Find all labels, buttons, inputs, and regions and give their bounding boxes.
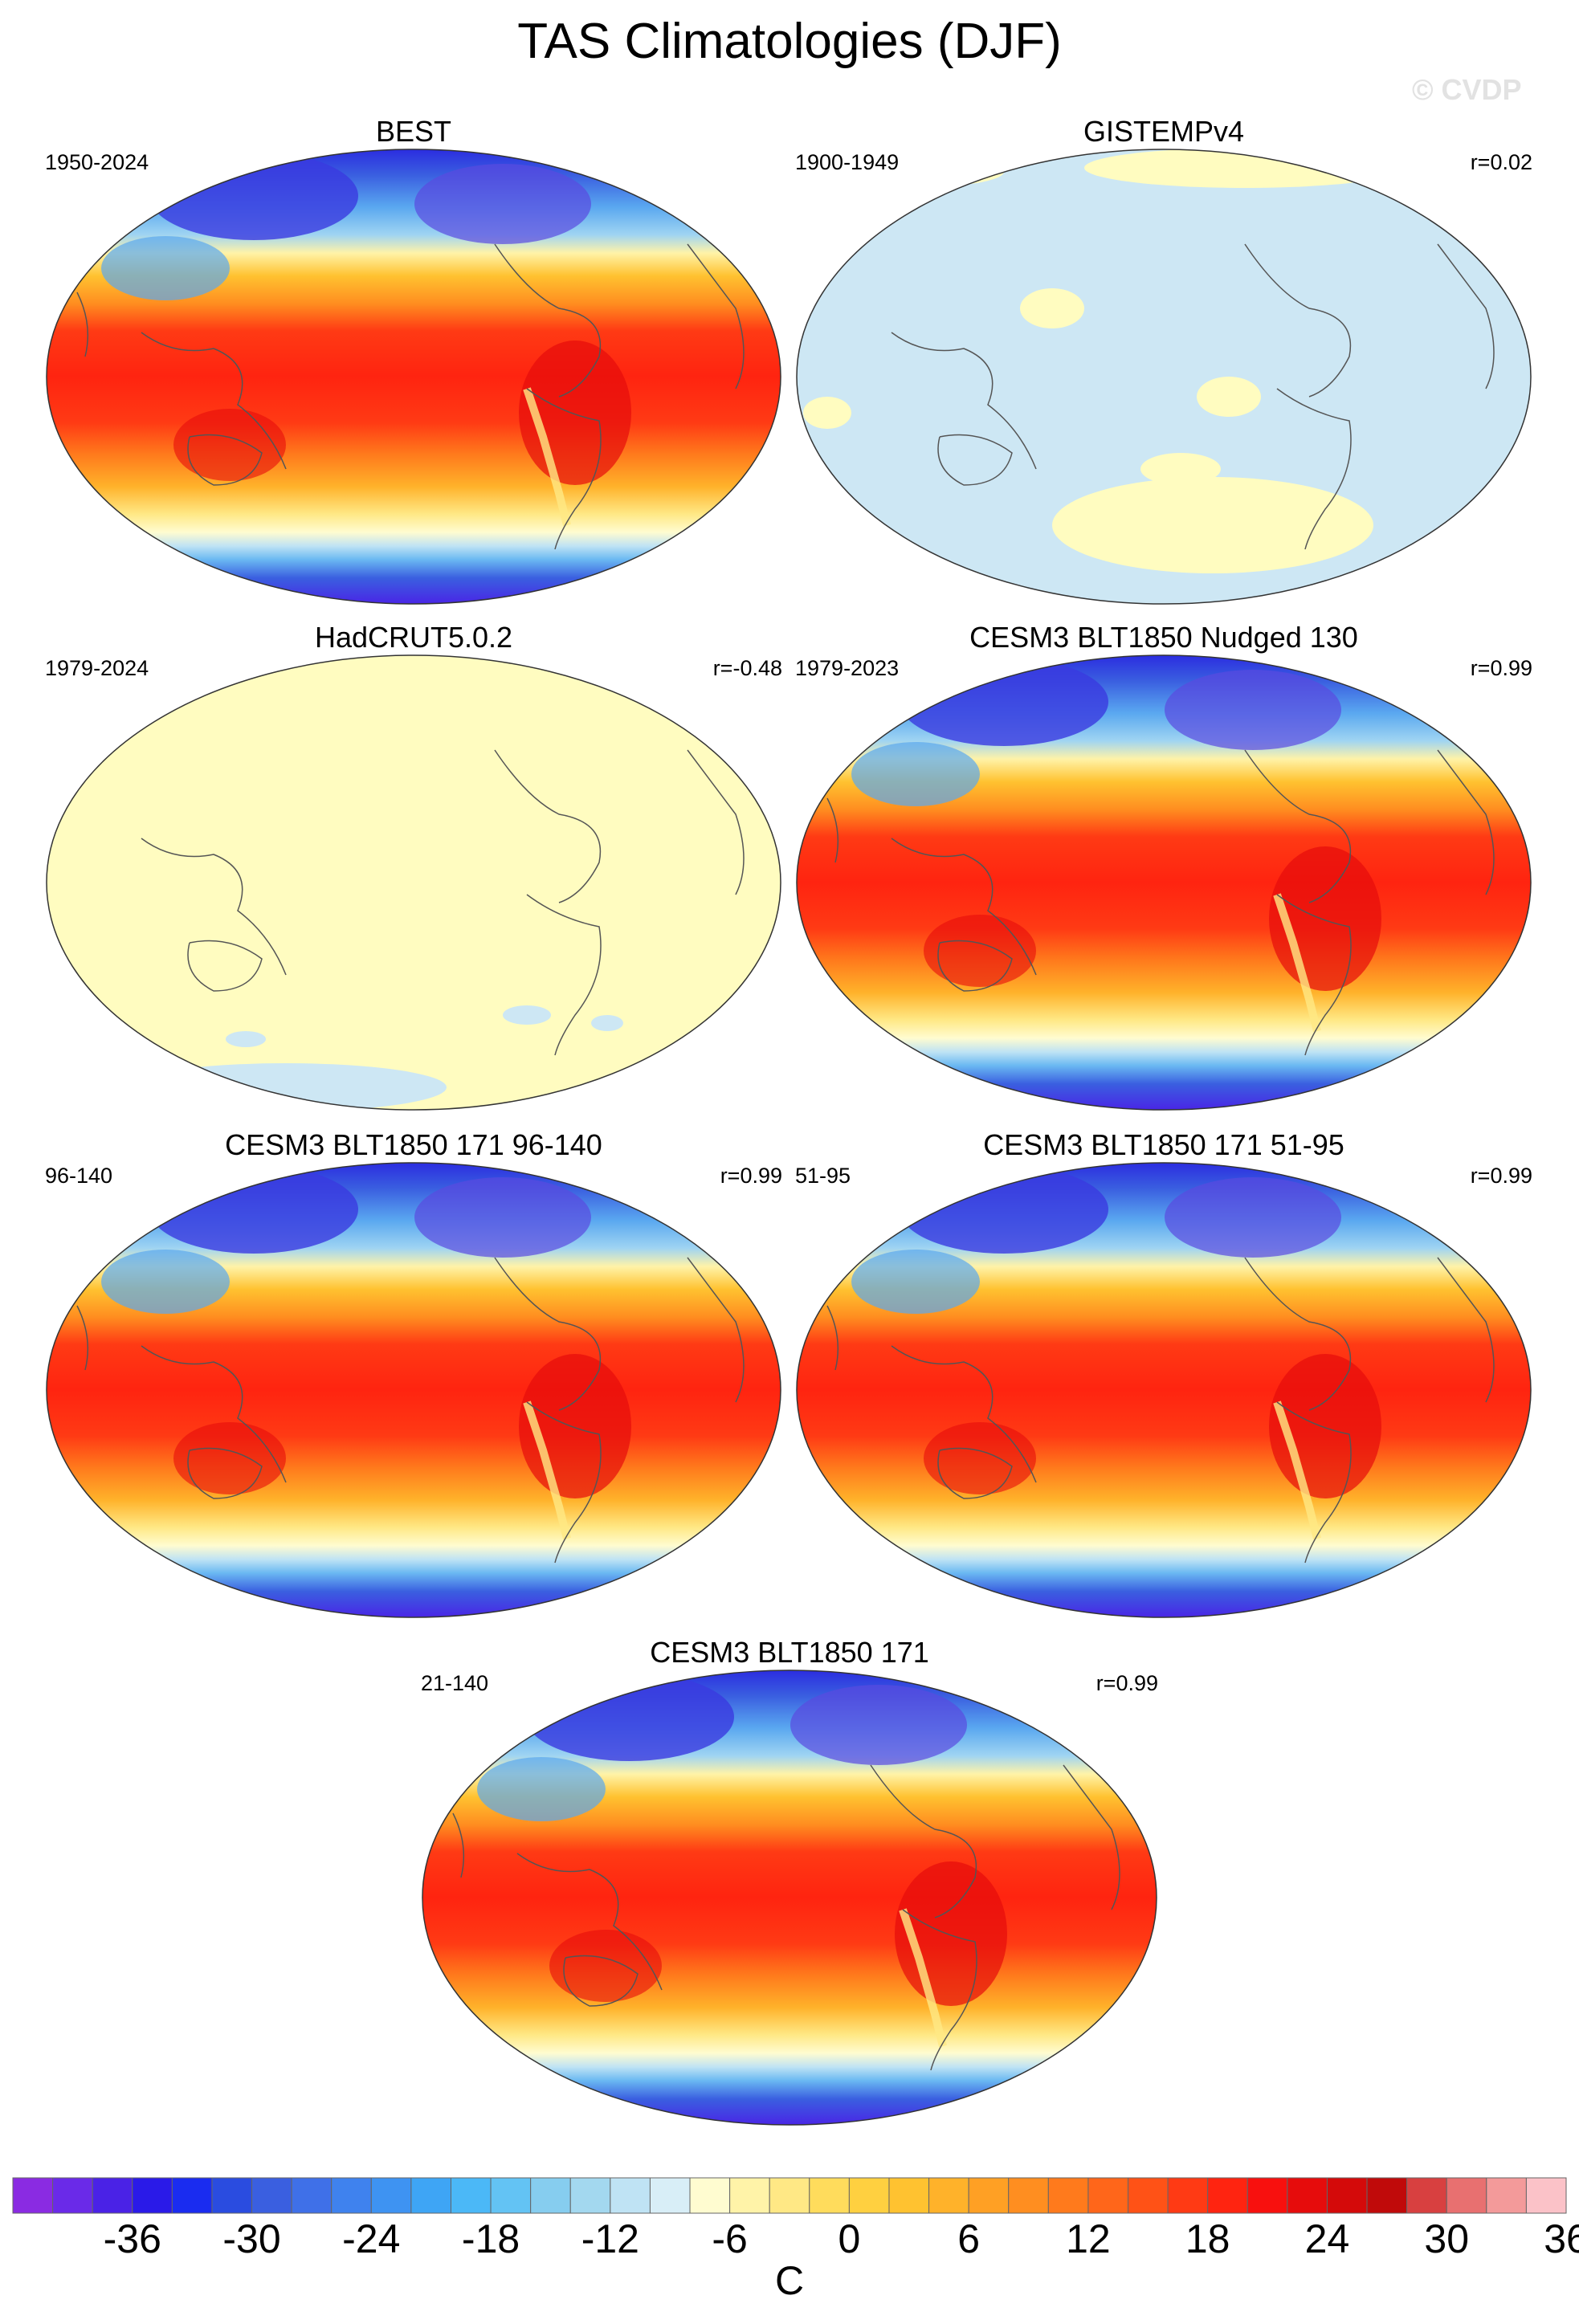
panel-period: 1979-2024 <box>45 656 149 680</box>
map-pale-blue <box>796 149 1532 605</box>
colorbar-tick-label: 24 <box>1304 2216 1350 2261</box>
panel-title: BEST <box>375 115 452 148</box>
panel-correlation: r=0.99 <box>720 1164 782 1188</box>
panel-period: 51-95 <box>795 1164 851 1188</box>
watermark: © CVDP <box>1412 73 1522 106</box>
colorbar-swatch <box>171 2177 213 2214</box>
colorbar-swatch <box>769 2177 810 2214</box>
colorbar-swatch <box>291 2177 333 2214</box>
panel-period: 1979-2023 <box>795 656 900 680</box>
colorbar-swatch <box>610 2177 651 2214</box>
colorbar-tick-label: -24 <box>342 2216 401 2261</box>
colorbar-unit: C <box>774 2258 805 2303</box>
panel-title: CESM3 BLT1850 Nudged 130 <box>969 621 1358 654</box>
panel-hadcrut: HadCRUT5.0.2 1979-2024 r=-0.48 <box>45 622 782 1127</box>
map-pale-yellow <box>46 654 781 1111</box>
panel-correlation: r=0.02 <box>1470 150 1532 174</box>
panel-title: CESM3 BLT1850 171 51-95 <box>983 1128 1344 1161</box>
colorbar-tick-label: -6 <box>712 2216 748 2261</box>
colorbar-swatch <box>92 2177 133 2214</box>
colorbar-swatch <box>1525 2177 1567 2214</box>
colorbar-swatch <box>1366 2177 1408 2214</box>
colorbar-swatch <box>1446 2177 1487 2214</box>
panel-cesm3-171: CESM3 BLT1850 171 21-140 r=0.99 <box>421 1637 1158 2143</box>
colorbar-swatch <box>251 2177 292 2214</box>
colorbar-swatch <box>1406 2177 1447 2214</box>
colorbar-swatch <box>1287 2177 1328 2214</box>
colorbar-swatch <box>928 2177 969 2214</box>
colorbar-tick-label: 6 <box>957 2216 981 2261</box>
colorbar-swatch <box>1207 2177 1248 2214</box>
panel-correlation: r=0.99 <box>1096 1671 1158 1695</box>
map-full <box>796 654 1532 1111</box>
colorbar-swatch <box>1128 2177 1169 2214</box>
colorbar-tick-label: -12 <box>581 2216 639 2261</box>
colorbar-swatch <box>1087 2177 1129 2214</box>
colorbar-swatch <box>1326 2177 1368 2214</box>
colorbar-swatch <box>331 2177 372 2214</box>
figure-title: TAS Climatologies (DJF) <box>517 14 1062 69</box>
panel-period: 1950-2024 <box>45 150 149 174</box>
panel-period: 1900-1949 <box>795 150 900 174</box>
panel-correlation: r=0.99 <box>1470 1164 1532 1188</box>
panel-cesm3-51-95: CESM3 BLT1850 171 51-95 51-95 r=0.99 <box>795 1129 1532 1635</box>
panel-title: HadCRUT5.0.2 <box>314 621 513 654</box>
colorbar-swatch <box>1047 2177 1089 2214</box>
colorbar-tick-label: -30 <box>222 2216 281 2261</box>
colorbar-swatch <box>1486 2177 1527 2214</box>
panel-title: CESM3 BLT1850 171 96-140 <box>225 1128 602 1161</box>
colorbar-swatch <box>809 2177 850 2214</box>
colorbar-swatch <box>12 2177 54 2214</box>
colorbar-swatch <box>211 2177 253 2214</box>
colorbar-swatch <box>1246 2177 1288 2214</box>
panel-cesm3-96-140: CESM3 BLT1850 171 96-140 96-140 r=0.99 <box>45 1129 782 1635</box>
colorbar-tick-label: 0 <box>838 2216 861 2261</box>
colorbar-tick-label: 36 <box>1544 2216 1579 2261</box>
colorbar-tick-label: 18 <box>1185 2216 1230 2261</box>
map-full <box>46 149 781 605</box>
panel-period: 21-140 <box>421 1671 489 1695</box>
colorbar-swatch <box>370 2177 412 2214</box>
colorbar-tick-label: -36 <box>103 2216 161 2261</box>
colorbar-swatch <box>530 2177 571 2214</box>
colorbar-tick-label: -18 <box>461 2216 520 2261</box>
colorbar-swatch <box>1008 2177 1049 2214</box>
map-full <box>422 1670 1157 2126</box>
panel-period: 96-140 <box>45 1164 113 1188</box>
colorbar-swatch <box>689 2177 731 2214</box>
colorbar-swatch <box>490 2177 532 2214</box>
colorbar-swatch <box>450 2177 492 2214</box>
panel-best: BEST 1950-2024 <box>45 116 782 622</box>
panel-correlation: r=0.99 <box>1470 656 1532 680</box>
colorbar-swatch <box>1167 2177 1209 2214</box>
panel-title: GISTEMPv4 <box>1083 115 1245 148</box>
panel-title: CESM3 BLT1850 171 <box>650 1636 929 1669</box>
colorbar-swatch <box>848 2177 890 2214</box>
panel-correlation: r=-0.48 <box>712 656 782 680</box>
colorbar-swatch <box>888 2177 930 2214</box>
map-full <box>46 1162 781 1618</box>
colorbar-swatch <box>649 2177 691 2214</box>
colorbar-tick-label: 12 <box>1066 2216 1111 2261</box>
colorbar-swatch <box>729 2177 770 2214</box>
colorbar-swatch <box>52 2177 93 2214</box>
panel-gistemp: GISTEMPv4 1900-1949 r=0.02 <box>795 116 1532 622</box>
map-full <box>796 1162 1532 1618</box>
colorbar-swatch <box>410 2177 451 2214</box>
colorbar-swatch <box>968 2177 1010 2214</box>
panel-cesm3-nudged: CESM3 BLT1850 Nudged 130 1979-2023 r=0.9… <box>795 622 1532 1127</box>
colorbar-swatch <box>569 2177 611 2214</box>
colorbar-swatch <box>132 2177 173 2214</box>
colorbar-tick-label: 30 <box>1424 2216 1470 2261</box>
